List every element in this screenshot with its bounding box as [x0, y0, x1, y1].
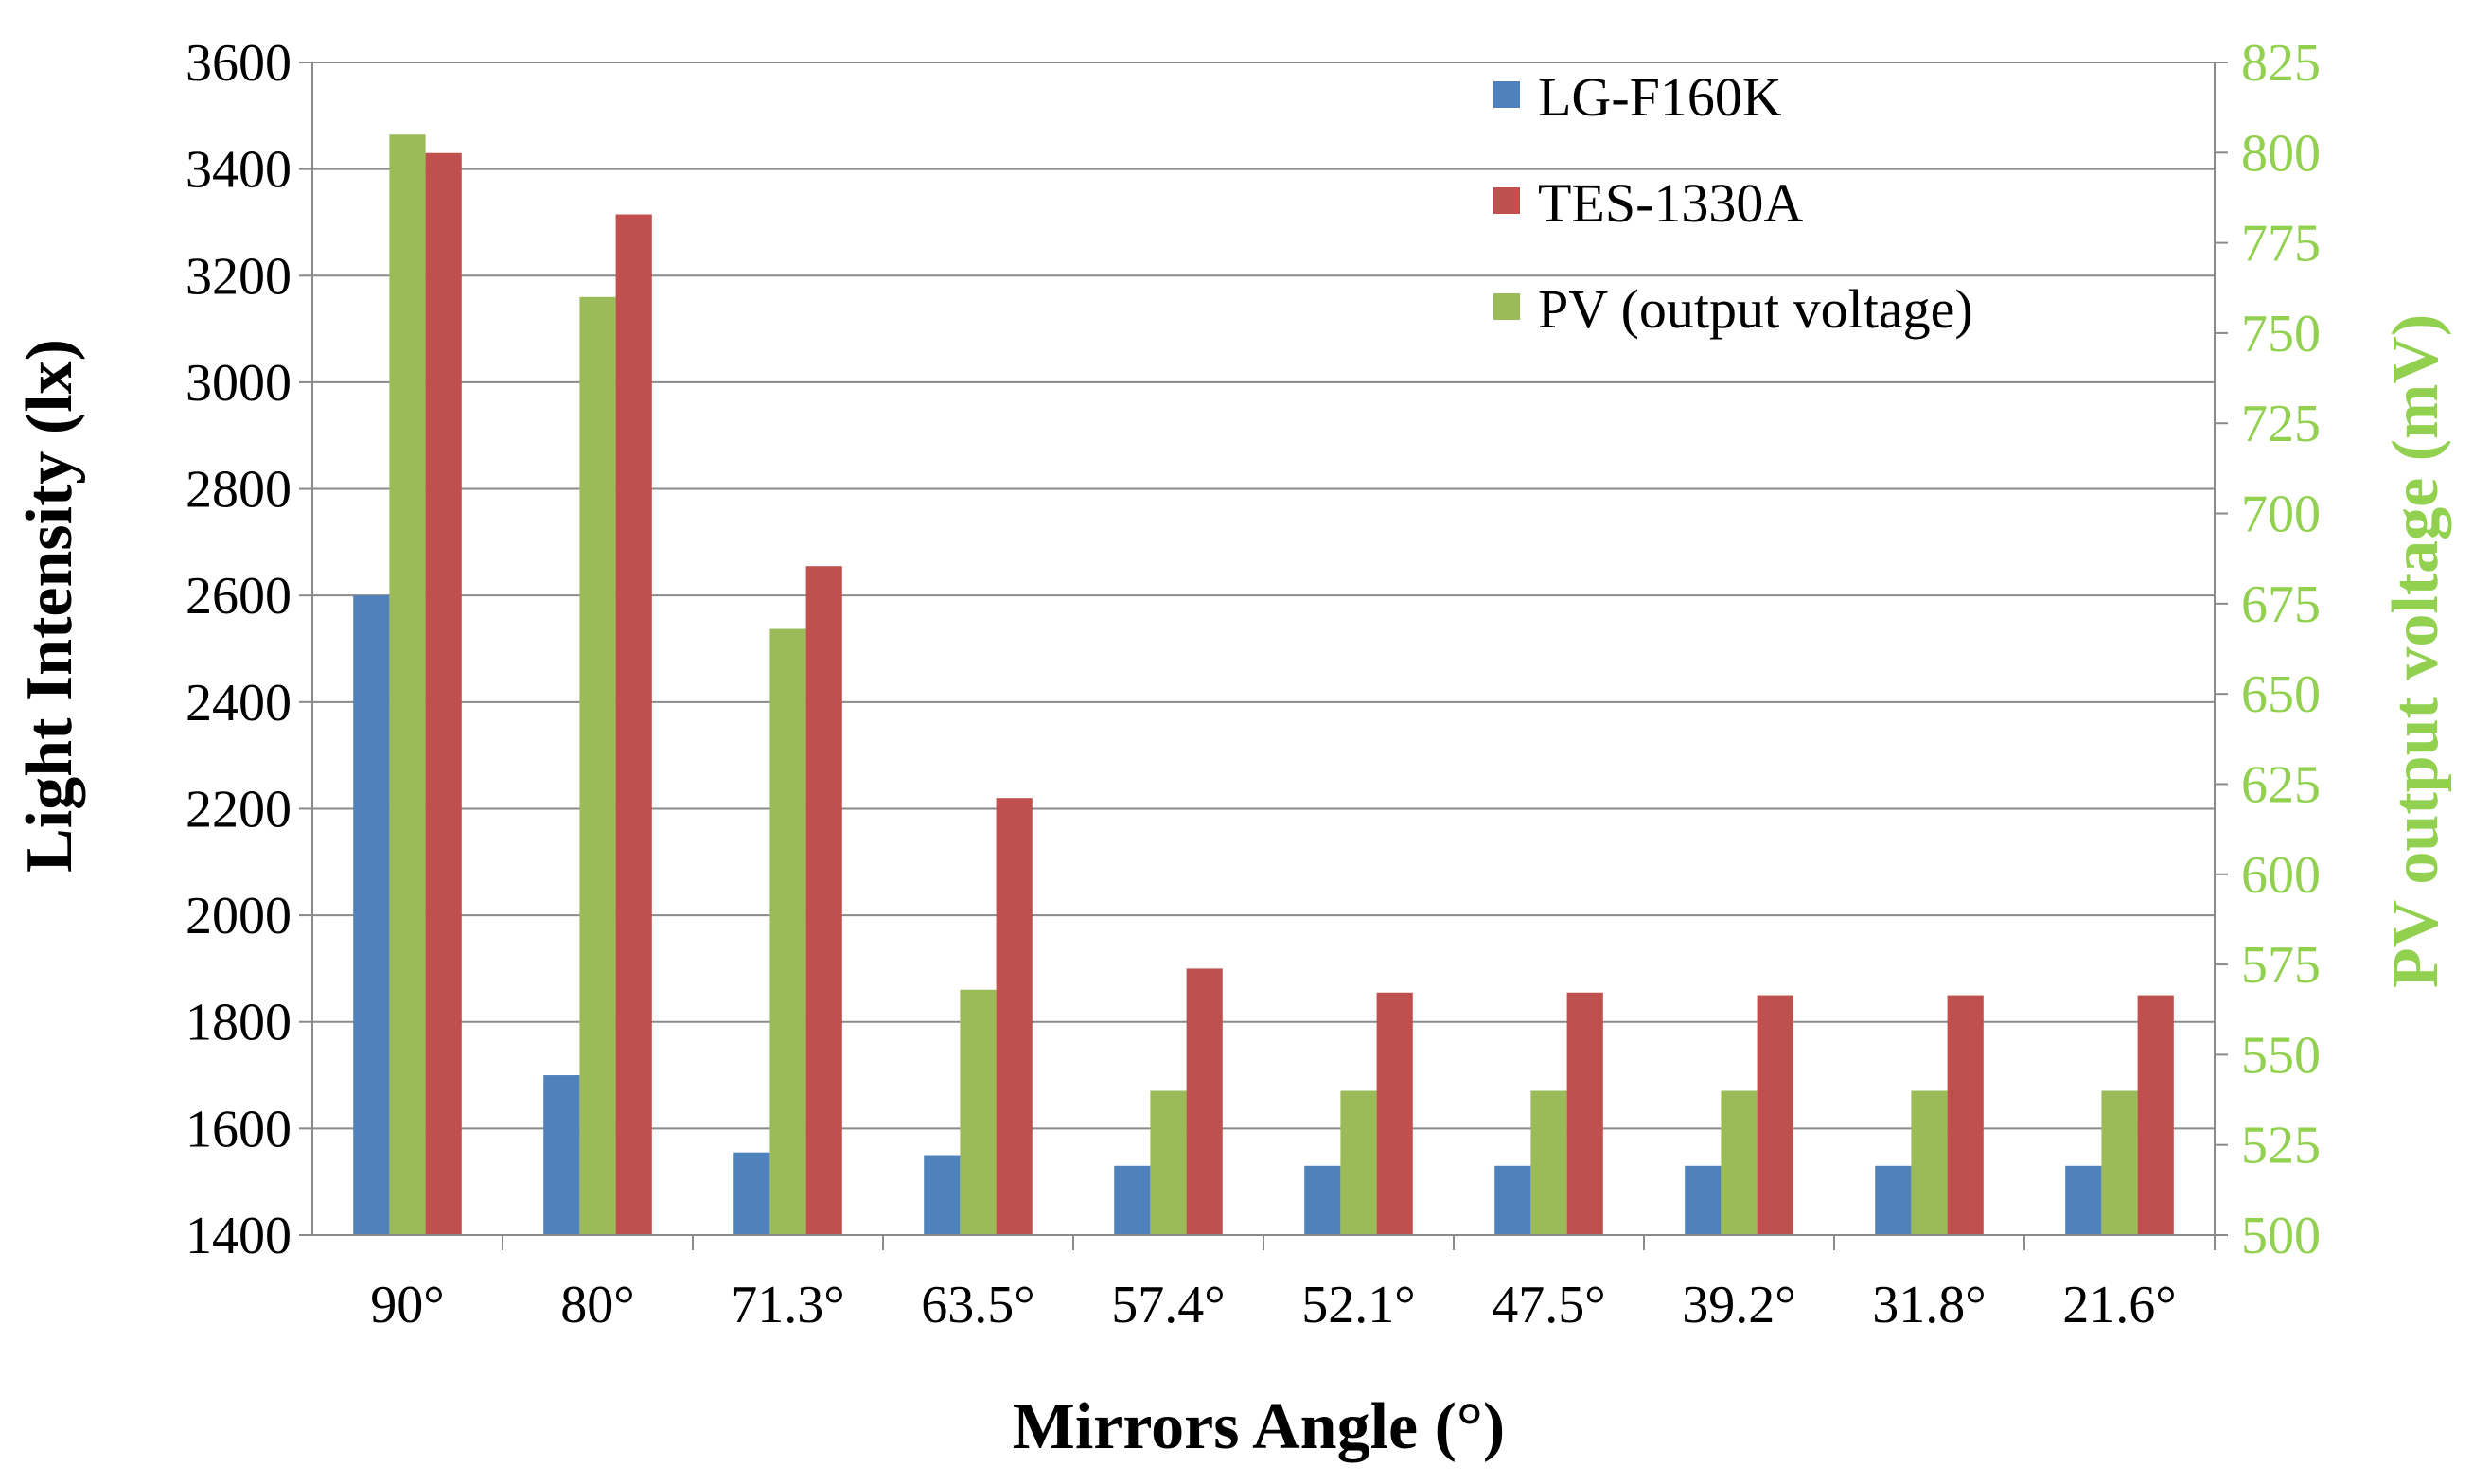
- x-tick-label: 63.5°: [921, 1276, 1034, 1334]
- x-tick-label: 57.4°: [1111, 1276, 1225, 1334]
- bar-tes-1330a: [1757, 995, 1793, 1235]
- left-tick-label: 3400: [186, 141, 292, 200]
- bar-tes-1330a: [805, 566, 842, 1235]
- left-tick-label: 2600: [186, 567, 292, 626]
- right-tick-label: 825: [2241, 34, 2321, 93]
- bar-lg-f160k: [733, 1152, 770, 1235]
- x-tick-label: 80°: [560, 1276, 634, 1334]
- right-tick-label: 625: [2241, 755, 2321, 814]
- x-tick-label: 47.5°: [1492, 1276, 1605, 1334]
- bar-lg-f160k: [924, 1155, 961, 1235]
- bar-pv-output-voltage: [1530, 1090, 1567, 1235]
- bar-tes-1330a: [1376, 992, 1413, 1235]
- y-axis-title: Light Intensity (lx): [13, 339, 86, 873]
- legend-swatch: [1493, 293, 1520, 320]
- x-axis-title: Mirrors Angle (°): [1013, 1390, 1505, 1463]
- bar-lg-f160k: [543, 1075, 580, 1235]
- left-tick-label: 2200: [186, 780, 292, 839]
- left-tick-label: 3600: [186, 34, 292, 93]
- bar-tes-1330a: [425, 152, 462, 1235]
- left-tick-label: 1400: [186, 1207, 292, 1265]
- bar-pv-output-voltage: [960, 989, 997, 1235]
- x-tick-label: 39.2°: [1682, 1276, 1795, 1334]
- right-tick-label: 500: [2241, 1207, 2321, 1265]
- right-tick-label: 650: [2241, 665, 2321, 724]
- bar-pv-output-voltage: [1340, 1090, 1377, 1235]
- right-tick-label: 750: [2241, 305, 2321, 363]
- left-axis-ticks: 1400 1600 1800 2000 2200 2400 2600 2800 3000 3200…: [186, 34, 312, 1265]
- bar-pv-output-voltage: [1721, 1090, 1758, 1235]
- right-tick-label: 700: [2241, 486, 2321, 544]
- right-tick-label: 575: [2241, 936, 2321, 995]
- left-tick-label: 1800: [186, 994, 292, 1052]
- bar-lg-f160k: [353, 595, 390, 1235]
- left-tick-label: 2000: [186, 887, 292, 945]
- left-tick-label: 2400: [186, 674, 292, 733]
- legend-label: LG-F160K: [1538, 66, 1782, 128]
- left-tick-label: 1600: [186, 1100, 292, 1158]
- bar-pv-output-voltage: [579, 296, 616, 1235]
- bar-tes-1330a: [2137, 995, 2174, 1235]
- right-tick-label: 550: [2241, 1026, 2321, 1085]
- bar-pv-output-voltage: [1911, 1090, 1948, 1235]
- bar-pv-output-voltage: [769, 628, 806, 1235]
- right-axis-ticks: 500 525 550 575 600 625 650 675 700 725 750 775 800 8…: [2215, 34, 2321, 1265]
- bar-lg-f160k: [2065, 1165, 2102, 1235]
- x-tick-label: 52.1°: [1301, 1276, 1415, 1334]
- left-tick-label: 3000: [186, 354, 292, 413]
- x-axis-ticks: 90° 80° 71.3° 63.5° 57.4° 52.1° 47.5° 39.2° 31.8…: [370, 1235, 2216, 1334]
- legend: LG-F160K TES-1330A PV (output voltage): [1493, 66, 1973, 340]
- x-tick-label: 90°: [370, 1276, 444, 1334]
- right-tick-label: 725: [2241, 395, 2321, 453]
- bar-tes-1330a: [996, 798, 1033, 1235]
- legend-label: PV (output voltage): [1538, 278, 1973, 340]
- bar-lg-f160k: [1875, 1165, 1912, 1235]
- bars: [353, 134, 2174, 1236]
- x-tick-label: 31.8°: [1872, 1276, 1986, 1334]
- bar-lg-f160k: [1494, 1165, 1531, 1235]
- x-tick-label: 71.3°: [731, 1276, 844, 1334]
- right-tick-label: 800: [2241, 124, 2321, 183]
- bar-tes-1330a: [1947, 995, 1984, 1235]
- right-tick-label: 525: [2241, 1117, 2321, 1175]
- bar-lg-f160k: [1685, 1165, 1722, 1235]
- bar-tes-1330a: [615, 214, 652, 1235]
- bar-pv-output-voltage: [389, 134, 426, 1236]
- x-tick-label: 21.6°: [2062, 1276, 2176, 1334]
- bar-lg-f160k: [1114, 1165, 1151, 1235]
- y2-axis-title: PV output voltage (mV): [2379, 314, 2452, 988]
- right-tick-label: 775: [2241, 215, 2321, 274]
- right-tick-label: 675: [2241, 575, 2321, 634]
- legend-swatch: [1493, 81, 1520, 108]
- left-tick-label: 2800: [186, 461, 292, 520]
- legend-label: TES-1330A: [1538, 172, 1803, 234]
- left-tick-label: 3200: [186, 247, 292, 306]
- bar-pv-output-voltage: [1150, 1090, 1187, 1235]
- legend-swatch: [1493, 187, 1520, 214]
- bar-lg-f160k: [1304, 1165, 1341, 1235]
- bar-tes-1330a: [1566, 992, 1603, 1235]
- bar-tes-1330a: [1186, 968, 1223, 1235]
- bar-pv-output-voltage: [2101, 1090, 2138, 1235]
- right-tick-label: 600: [2241, 846, 2321, 905]
